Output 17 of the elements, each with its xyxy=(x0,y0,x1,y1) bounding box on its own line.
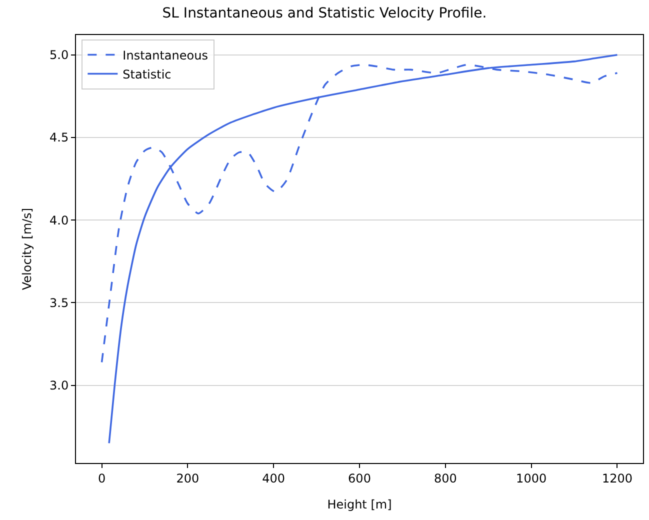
y-axis-title: Velocity [m/s] xyxy=(20,208,34,290)
x-tick-label: 400 xyxy=(262,471,286,486)
legend-label: Statistic xyxy=(122,67,172,82)
x-tick-label: 1200 xyxy=(602,471,633,486)
y-tick-label: 4.5 xyxy=(50,130,69,145)
x-tick-label: 1000 xyxy=(516,471,547,486)
legend-label: Instantaneous xyxy=(122,48,208,62)
y-tick-label: 5.0 xyxy=(50,48,69,62)
x-tick-label: 200 xyxy=(176,471,200,486)
chart-title: SL Instantaneous and Statistic Velocity Profile. xyxy=(162,6,487,22)
y-tick-label: 4.0 xyxy=(50,213,69,228)
x-tick-label: 800 xyxy=(434,471,457,486)
y-tick-label: 3.0 xyxy=(50,378,69,393)
x-tick-label: 0 xyxy=(98,471,106,486)
x-tick-label: 600 xyxy=(348,471,371,486)
x-axis-title: Height [m] xyxy=(327,497,392,512)
y-tick-label: 3.5 xyxy=(50,296,69,310)
